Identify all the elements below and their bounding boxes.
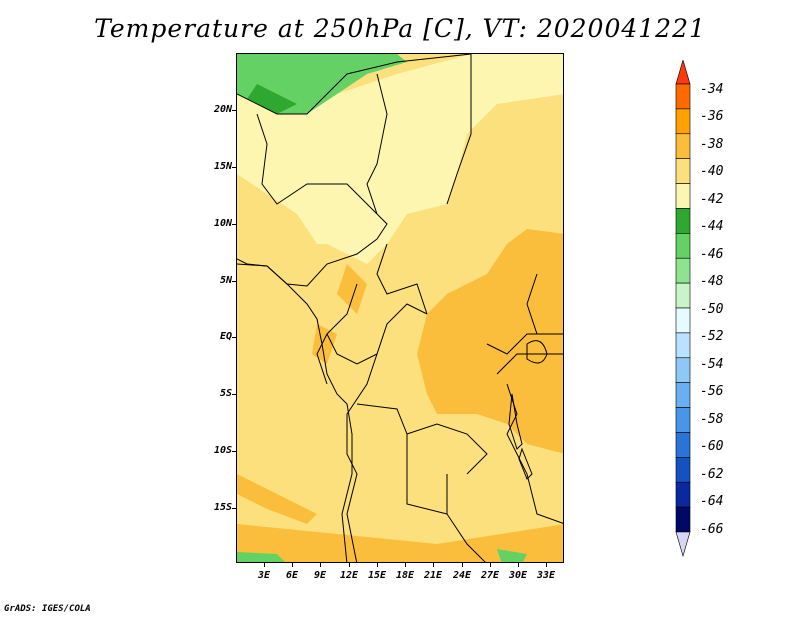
colorbar-cell xyxy=(675,457,691,483)
y-tick-mark xyxy=(232,167,236,168)
coastline xyxy=(237,258,353,562)
colorbar-label: -44 xyxy=(700,219,724,234)
field-orange-center xyxy=(337,264,367,314)
colorbar-cell xyxy=(675,108,691,135)
field-green-southeast xyxy=(497,549,527,562)
colorbar-label: -54 xyxy=(700,357,724,372)
colorbar-bottom-triangle xyxy=(675,531,691,558)
x-tick-label: 12E xyxy=(339,570,359,581)
y-tick-label: 10N xyxy=(213,218,232,229)
colorbar-label: -36 xyxy=(700,109,724,124)
map-field xyxy=(237,54,563,562)
chart-title: Temperature at 250hPa [C], VT: 202004122… xyxy=(94,14,706,43)
colorbar-label: -58 xyxy=(700,412,724,427)
y-tick-label: 5N xyxy=(219,275,232,286)
colorbar-cell xyxy=(675,307,691,334)
x-tick-mark xyxy=(349,563,350,567)
y-tick-label: 5S xyxy=(219,388,232,399)
x-tick-mark xyxy=(377,563,378,567)
colorbar-label: -46 xyxy=(700,247,724,262)
x-tick-mark xyxy=(546,563,547,567)
y-tick-mark xyxy=(232,451,236,452)
x-tick-label: 33E xyxy=(536,570,556,581)
x-tick-mark xyxy=(320,563,321,567)
x-tick-mark xyxy=(292,563,293,567)
x-tick-label: 18E xyxy=(395,570,415,581)
y-tick-label: 20N xyxy=(213,104,232,115)
country-borders xyxy=(237,54,563,562)
colorbar-cell xyxy=(675,481,691,508)
y-tick-mark xyxy=(232,281,236,282)
map-panel xyxy=(236,53,564,563)
x-tick-mark xyxy=(490,563,491,567)
colorbar-cells xyxy=(675,60,691,558)
y-tick-label: EQ xyxy=(219,331,232,342)
y-tick-mark xyxy=(232,508,236,509)
colorbar-label: -38 xyxy=(700,137,724,152)
colorbar-cell xyxy=(675,183,691,209)
y-tick-label: 15N xyxy=(213,161,232,172)
colorbar-label: -42 xyxy=(700,192,724,207)
y-tick-label: 10S xyxy=(213,445,232,456)
colorbar-cell xyxy=(675,233,691,259)
x-tick-mark xyxy=(518,563,519,567)
x-tick-label: 9E xyxy=(313,570,327,581)
colorbar-cell xyxy=(675,506,691,533)
colorbar-top-triangle xyxy=(675,60,691,85)
colorbar-label: -60 xyxy=(700,439,724,454)
colorbar-cell xyxy=(675,158,691,184)
credit-text: GrADS: IGES/COLA xyxy=(4,604,91,614)
x-tick-mark xyxy=(433,563,434,567)
x-tick-mark xyxy=(264,563,265,567)
y-tick-label: 15S xyxy=(213,502,232,513)
colorbar-cell xyxy=(675,382,691,408)
colorbar-cell xyxy=(675,432,691,458)
lakes xyxy=(508,340,548,480)
x-tick-label: 30E xyxy=(508,570,528,581)
colorbar-cell xyxy=(675,357,691,383)
x-tick-label: 3E xyxy=(257,570,271,581)
colorbar-label: -56 xyxy=(700,384,724,399)
field-orange-gabon xyxy=(312,324,337,364)
x-tick-label: 6E xyxy=(285,570,299,581)
colorbar-cell xyxy=(675,332,691,359)
colorbar-cell xyxy=(675,208,691,234)
x-tick-mark xyxy=(462,563,463,567)
colorbar-label: -40 xyxy=(700,164,724,179)
field-orange-east xyxy=(417,229,563,454)
colorbar xyxy=(675,60,691,558)
field-orange-south xyxy=(237,524,563,562)
x-tick-label: 21E xyxy=(423,570,443,581)
colorbar-label: -62 xyxy=(700,467,724,482)
colorbar-label: -64 xyxy=(700,494,724,509)
y-tick-mark xyxy=(232,110,236,111)
y-tick-mark xyxy=(232,394,236,395)
colorbar-label: -52 xyxy=(700,329,724,344)
colorbar-cell xyxy=(675,407,691,433)
colorbar-label: -34 xyxy=(700,82,724,97)
colorbar-cell xyxy=(675,257,691,284)
x-tick-label: 15E xyxy=(367,570,387,581)
colorbar-label: -48 xyxy=(700,274,724,289)
x-tick-label: 27E xyxy=(480,570,500,581)
colorbar-cell xyxy=(675,282,691,309)
y-tick-mark xyxy=(232,224,236,225)
colorbar-label: -50 xyxy=(700,302,724,317)
colorbar-cell xyxy=(675,133,691,159)
y-tick-mark xyxy=(232,337,236,338)
field-light-yellow-northeast xyxy=(467,64,563,94)
x-tick-label: 24E xyxy=(452,570,472,581)
field-green-southwest xyxy=(237,552,285,562)
field-orange-southwest xyxy=(237,474,317,524)
colorbar-cell xyxy=(675,83,691,110)
x-tick-mark xyxy=(405,563,406,567)
field-dark-green-north xyxy=(247,84,297,114)
colorbar-label: -66 xyxy=(700,522,724,537)
